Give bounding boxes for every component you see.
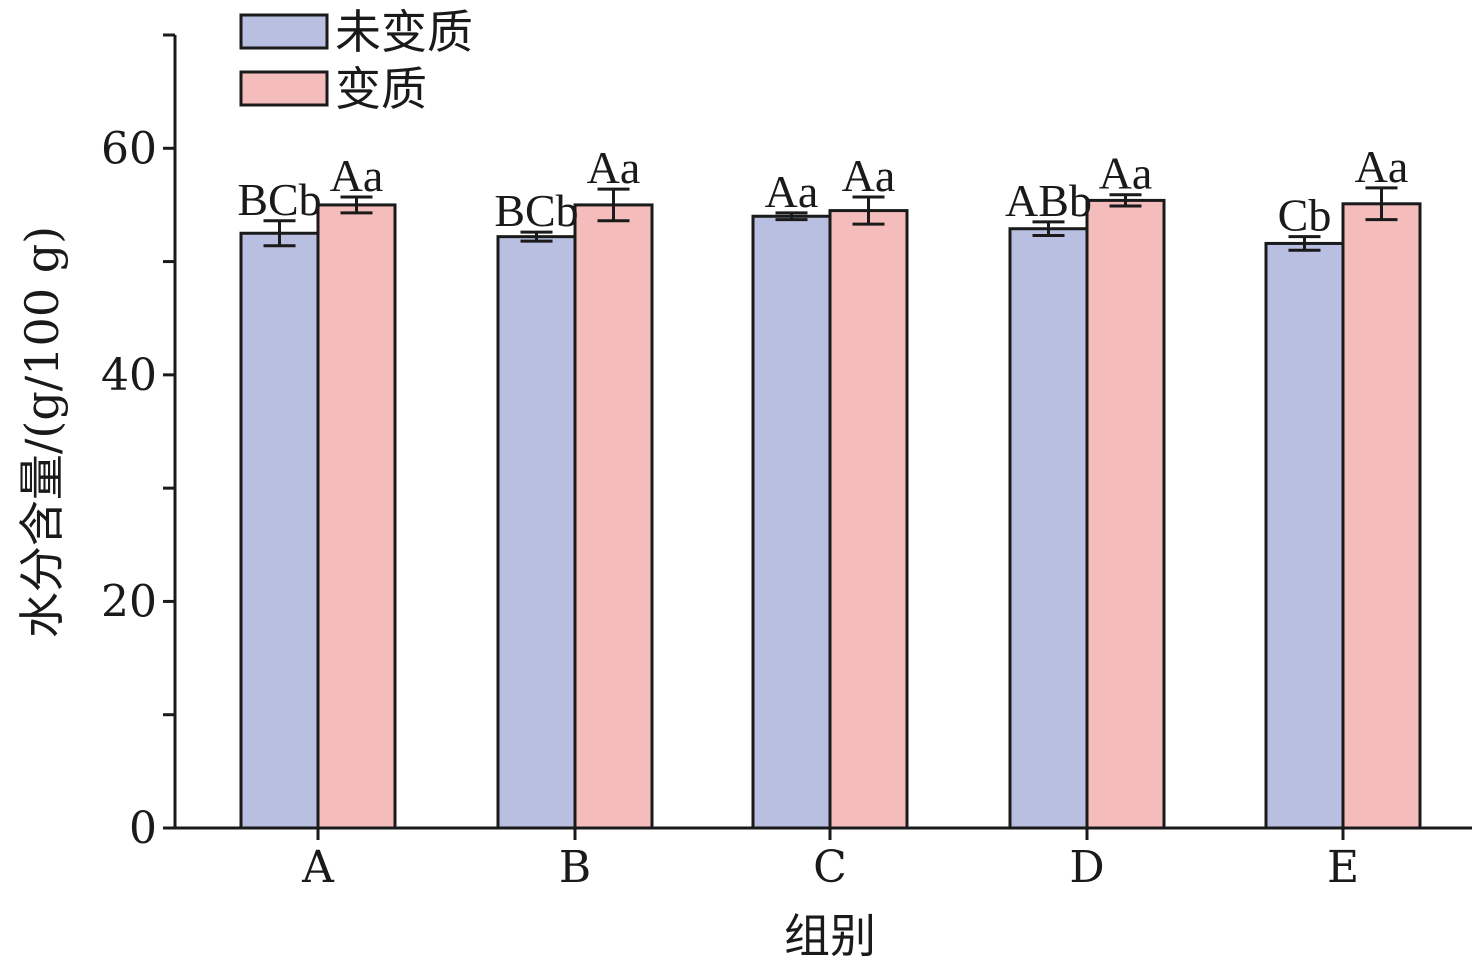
legend-label-series-2: 变质 bbox=[335, 62, 427, 116]
data-label: Aa bbox=[842, 150, 896, 201]
data-label: Cb bbox=[1278, 190, 1332, 241]
data-label: Aa bbox=[765, 166, 819, 217]
legend: 未变质 变质 bbox=[239, 5, 473, 116]
data-label: Aa bbox=[587, 142, 641, 193]
x-tick-label: D bbox=[1069, 842, 1104, 893]
y-tick-label: 40 bbox=[101, 350, 157, 401]
data-label: BCb bbox=[494, 185, 578, 236]
axes-layer: 0 20 40 60 A B C D E bbox=[101, 33, 1472, 893]
bar bbox=[1008, 227, 1089, 830]
bars-layer bbox=[239, 198, 1422, 830]
bar bbox=[573, 203, 654, 830]
data-label: BCb bbox=[237, 174, 321, 225]
bar bbox=[239, 231, 320, 830]
legend-swatch-series-2 bbox=[239, 70, 329, 107]
bar bbox=[1341, 202, 1422, 830]
x-tick-label: B bbox=[559, 842, 591, 893]
y-axis-title: 水分含量/(g/100 g) bbox=[15, 226, 69, 638]
bar bbox=[751, 214, 832, 830]
y-tick-label: 20 bbox=[101, 576, 157, 627]
data-label: Aa bbox=[1355, 141, 1409, 192]
data-label: ABb bbox=[1005, 175, 1092, 226]
error-bars-layer bbox=[263, 186, 1398, 252]
x-tick-label: A bbox=[301, 842, 335, 893]
y-tick-label: 0 bbox=[129, 803, 157, 854]
bar bbox=[1264, 241, 1345, 830]
x-tick-label: E bbox=[1327, 842, 1359, 893]
x-tick-label: C bbox=[813, 842, 847, 893]
y-tick-label: 60 bbox=[101, 123, 157, 174]
bar bbox=[1085, 198, 1166, 830]
data-label: Aa bbox=[1099, 148, 1153, 199]
legend-label-series-1: 未变质 bbox=[335, 5, 473, 59]
bar bbox=[496, 235, 577, 830]
bar bbox=[316, 203, 397, 830]
bar bbox=[828, 209, 909, 830]
data-label: Aa bbox=[330, 150, 384, 201]
legend-swatch-series-1 bbox=[239, 13, 329, 50]
x-axis-title: 组别 bbox=[784, 909, 876, 963]
